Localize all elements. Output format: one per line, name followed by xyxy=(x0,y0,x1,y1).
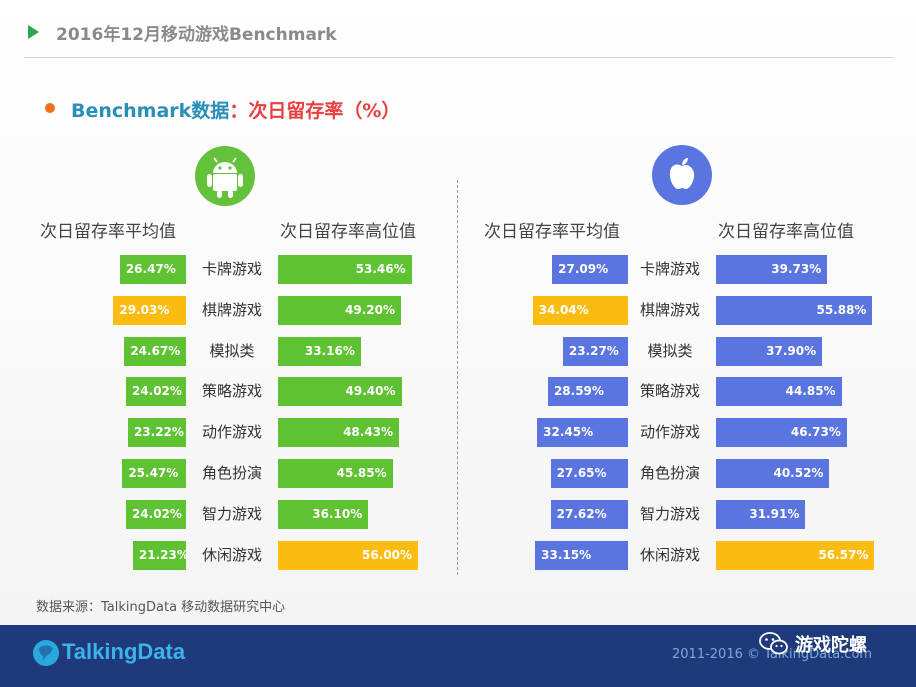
android-avg-bar: 24.67% xyxy=(124,336,186,366)
ios-avg-bar: 28.59% xyxy=(547,377,628,407)
android-category-label: 智力游戏 xyxy=(201,504,262,523)
ios-high-bar: 31.91% xyxy=(716,499,806,529)
android-avg-bar: 21.23% xyxy=(132,540,189,570)
ios-high-bar: 40.52% xyxy=(716,459,830,488)
ios-category-label: 角色扮演 xyxy=(639,464,700,482)
footer-copyright: 2011-2016 © TalkingData.com xyxy=(672,647,873,662)
android-icon xyxy=(195,146,255,206)
ios-avg-bar: 27.62% xyxy=(550,499,628,529)
android-avg-bar: 25.47% xyxy=(122,459,186,488)
ios-avg-bar: 27.65% xyxy=(550,459,628,488)
ios-high-bar: 46.73% xyxy=(716,418,847,448)
android-avg-bar: 24.02% xyxy=(125,499,186,529)
android-high-bar: 49.40% xyxy=(278,377,402,407)
android-high-bar: 48.43% xyxy=(278,418,400,448)
ios-high-column-header: 次日留存率高位值 xyxy=(718,222,854,242)
android-avg-bar: 26.47% xyxy=(119,255,186,284)
ios-avg-bar: 34.04% xyxy=(532,295,628,325)
ios-avg-bar: 23.27% xyxy=(562,336,628,366)
source-note: 数据来源：TalkingData 移动数据研究中心 xyxy=(36,600,286,615)
ios-category-label: 模拟类 xyxy=(647,341,693,360)
wechat-account-name: 游戏陀螺 xyxy=(795,635,867,656)
ios-high-bar: 56.57% xyxy=(716,540,875,570)
ios-high-bar: 55.88% xyxy=(716,295,873,325)
android-high-bar: 56.00% xyxy=(278,540,418,570)
footer-logo-text: TalkingData xyxy=(62,639,186,664)
ios-category-label: 休闲游戏 xyxy=(639,545,700,564)
section-title-separator: ： xyxy=(229,100,249,122)
ios-category-label: 卡牌游戏 xyxy=(639,260,700,278)
ios-avg-column-header: 次日留存率平均值 xyxy=(484,222,620,242)
android-category-label: 动作游戏 xyxy=(201,423,262,442)
android-category-label: 卡牌游戏 xyxy=(201,260,262,278)
android-avg-bar: 24.02% xyxy=(125,377,186,407)
android-category-label: 角色扮演 xyxy=(201,464,262,482)
ios-avg-bar: 33.15% xyxy=(535,540,628,570)
android-high-bar: 33.16% xyxy=(278,336,361,366)
ios-high-bar: 44.85% xyxy=(716,377,842,407)
android-high-bar: 36.10% xyxy=(278,499,369,529)
section-title-metric: 次日留存率（%） xyxy=(248,100,401,122)
section-title: Benchmark数据：次日留存率（%） xyxy=(71,96,400,123)
android-high-bar: 53.46% xyxy=(278,255,412,284)
bullet-dot-icon xyxy=(45,103,55,113)
android-avg-bar: 23.22% xyxy=(127,418,186,448)
section-title-lead: Benchmark数据 xyxy=(71,100,230,122)
platform-divider xyxy=(457,180,458,575)
android-category-label: 休闲游戏 xyxy=(201,545,262,564)
android-high-column-header: 次日留存率高位值 xyxy=(280,222,416,242)
header-divider xyxy=(24,57,894,58)
apple-icon xyxy=(652,145,712,205)
play-arrow-icon xyxy=(28,25,39,39)
android-high-bar: 45.85% xyxy=(278,459,393,488)
android-avg-column-header: 次日留存率平均值 xyxy=(40,222,176,242)
android-category-label: 棋牌游戏 xyxy=(201,300,262,319)
ios-category-label: 策略游戏 xyxy=(639,382,700,401)
wechat-icon xyxy=(759,632,789,656)
ios-avg-bar: 32.45% xyxy=(537,418,628,448)
ios-category-label: 智力游戏 xyxy=(639,504,700,523)
android-category-label: 策略游戏 xyxy=(201,382,262,401)
ios-category-label: 棋牌游戏 xyxy=(639,300,700,319)
ios-high-bar: 37.90% xyxy=(716,336,823,366)
android-category-label: 模拟类 xyxy=(209,341,255,360)
android-avg-bar: 29.03% xyxy=(113,295,186,325)
ios-high-bar: 39.73% xyxy=(716,255,828,284)
ios-avg-bar: 27.09% xyxy=(552,255,628,284)
page-title: 2016年12月移动游戏Benchmark xyxy=(56,25,337,45)
android-high-bar: 49.20% xyxy=(278,295,401,325)
talkingdata-logo-icon xyxy=(33,640,59,666)
ios-category-label: 动作游戏 xyxy=(639,423,700,442)
